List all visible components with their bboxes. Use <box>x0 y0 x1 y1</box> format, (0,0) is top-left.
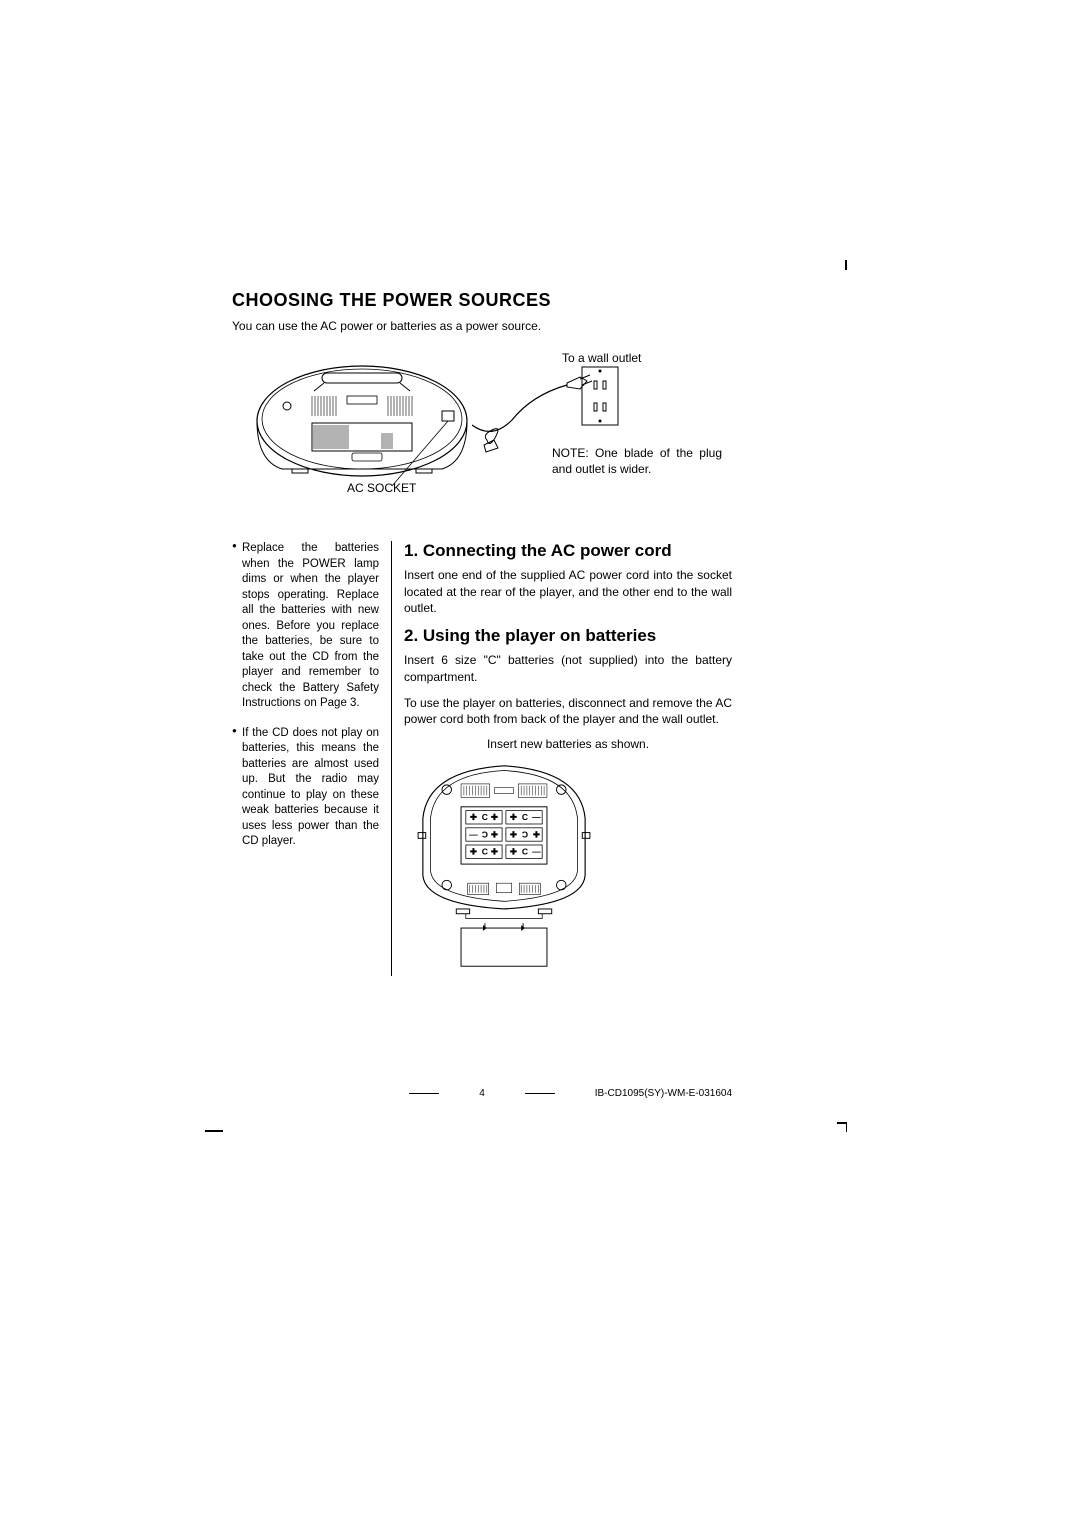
main-heading: CHOOSING THE POWER SOURCES <box>232 290 732 311</box>
svg-text:✚: ✚ <box>533 829 541 839</box>
svg-text:✚: ✚ <box>510 812 518 822</box>
section2-heading: 2. Using the player on batteries <box>404 626 732 646</box>
svg-text:—: — <box>532 846 541 856</box>
svg-text:✚: ✚ <box>510 846 518 856</box>
page-number: 4 <box>479 1088 485 1099</box>
footer-rule <box>525 1093 555 1094</box>
crop-mark <box>205 1130 223 1132</box>
svg-text:C: C <box>482 846 488 856</box>
svg-text:C: C <box>482 812 488 822</box>
svg-text:C: C <box>522 812 528 822</box>
plug-note: NOTE: One blade of the plug and outlet i… <box>552 446 722 477</box>
page-footer: 4 IB-CD1095(SY)-WM-E-031604 <box>232 1088 732 1099</box>
bullet-note: Replace the batteries when the POWER lam… <box>232 541 379 712</box>
bullet-note: If the CD does not play on batteries, th… <box>232 726 379 850</box>
page-content: CHOOSING THE POWER SOURCES You can use t… <box>232 290 732 976</box>
svg-text:—: — <box>469 829 478 839</box>
boombox-rear-illustration <box>252 361 472 491</box>
boombox-bottom-illustration: ✚C✚ ✚C— —Ɔ✚ ✚Ɔ✚ ✚C✚ ✚C— <box>404 761 604 971</box>
cord-and-outlet-illustration <box>472 365 622 455</box>
crop-mark <box>846 1122 848 1132</box>
svg-text:Ɔ: Ɔ <box>522 829 528 839</box>
section1-body: Insert one end of the supplied AC power … <box>404 567 732 616</box>
battery-caption: Insert new batteries as shown. <box>478 737 658 753</box>
svg-text:✚: ✚ <box>470 812 478 822</box>
svg-text:✚: ✚ <box>510 829 518 839</box>
crop-mark <box>845 260 847 270</box>
left-sidebar-notes: Replace the batteries when the POWER lam… <box>232 541 392 976</box>
two-column-layout: Replace the batteries when the POWER lam… <box>232 541 732 976</box>
section1-heading: 1. Connecting the AC power cord <box>404 541 732 561</box>
svg-text:✚: ✚ <box>470 846 478 856</box>
section2-body1: Insert 6 size "C" batteries (not supplie… <box>404 652 732 684</box>
right-main-content: 1. Connecting the AC power cord Insert o… <box>392 541 732 976</box>
document-code: IB-CD1095(SY)-WM-E-031604 <box>595 1088 732 1099</box>
figure-power-connection: To a wall outlet <box>232 351 732 521</box>
svg-text:✚: ✚ <box>491 846 499 856</box>
svg-text:✚: ✚ <box>491 812 499 822</box>
svg-text:C: C <box>522 846 528 856</box>
wall-outlet-label: To a wall outlet <box>562 351 641 365</box>
svg-text:Ɔ: Ɔ <box>482 829 488 839</box>
svg-text:✚: ✚ <box>491 829 499 839</box>
footer-rule <box>409 1093 439 1094</box>
intro-text: You can use the AC power or batteries as… <box>232 319 732 333</box>
section2-body2: To use the player on batteries, disconne… <box>404 695 732 727</box>
ac-socket-label: AC SOCKET <box>347 481 416 495</box>
svg-text:—: — <box>532 812 541 822</box>
